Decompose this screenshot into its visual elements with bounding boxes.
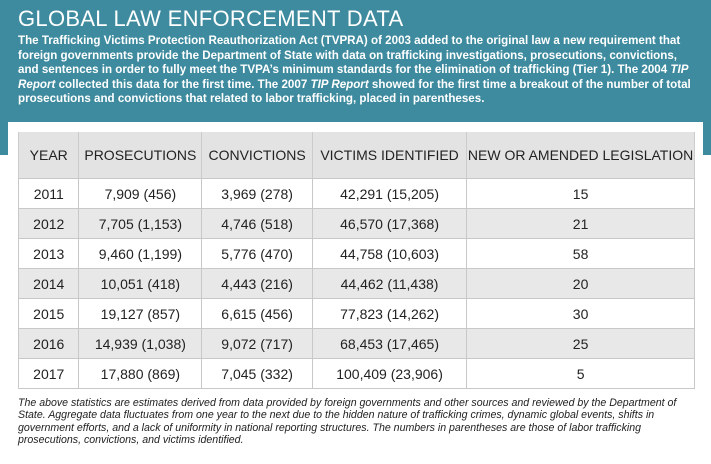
table-cell: 5,776 (470) (201, 238, 313, 269)
paragraph-text: collected this data for the first time. … (55, 77, 311, 91)
table-cell: 4,443 (216) (201, 268, 313, 299)
data-table: YEAR PROSECUTIONS CONVICTIONS VICTIMS IDENT… (17, 132, 695, 389)
column-header: YEAR (17, 132, 80, 179)
table-cell: 100,409 (23,906) (311, 358, 468, 389)
table-cell: 58 (466, 238, 695, 269)
table-cell: 44,758 (10,603) (311, 238, 468, 269)
table-cell: 42,291 (15,205) (311, 178, 468, 209)
table-row: 2013 9,460 (1,199) 5,776 (470) 44,758 (10,6… (17, 238, 695, 269)
table-cell: 2016 (17, 328, 80, 359)
italic-title: TIP Report (18, 63, 689, 91)
table-cell: 10,051 (418) (78, 268, 203, 299)
table-cell: 14,939 (1,038) (78, 328, 203, 359)
table-cell: 2017 (17, 358, 80, 389)
column-header: NEW OR AMENDED LEGISLATION (466, 132, 695, 179)
table-cell: 2015 (17, 298, 80, 329)
table-row: 2016 14,939 (1,038) 9,072 (717) 68,453 (17,… (17, 328, 695, 359)
table-cell: 9,072 (717) (201, 328, 313, 359)
table-cell: 44,462 (11,438) (311, 268, 468, 299)
table-cell: 21 (466, 208, 695, 239)
table-cell: 2012 (17, 208, 80, 239)
table-cell: 30 (466, 298, 695, 329)
table-row: 2015 19,127 (857) 6,615 (456) 77,823 (14,26… (17, 298, 695, 329)
table-cell: 15 (466, 178, 695, 209)
table-cell: 46,570 (17,368) (311, 208, 468, 239)
paragraph-text: showed for the first time a breakout of … (18, 77, 691, 106)
table-cell: 19,127 (857) (78, 298, 203, 329)
table-row: 2011 7,909 (456) 3,969 (278) 42,291 (15,205… (17, 178, 695, 209)
table-cell: 77,823 (14,262) (311, 298, 468, 329)
table-card: YEAR PROSECUTIONS CONVICTIONS VICTIMS IDENT… (8, 122, 703, 394)
table-row: 2012 7,705 (1,153) 4,746 (518) 46,570 (17,3… (17, 208, 695, 239)
table-cell: 4,746 (518) (201, 208, 313, 239)
table-cell: 2013 (17, 238, 80, 269)
intro-paragraph: The Trafficking Victims Protection Reaut… (18, 34, 698, 107)
table-cell: 7,909 (456) (78, 178, 203, 209)
table-cell: 17,880 (869) (78, 358, 203, 389)
column-header: CONVICTIONS (201, 132, 313, 179)
header-row: YEAR PROSECUTIONS CONVICTIONS VICTIMS IDENT… (17, 132, 695, 179)
table-row: 2014 10,051 (418) 4,443 (216) 44,462 (11,43… (17, 268, 695, 299)
table-cell: 3,969 (278) (201, 178, 313, 209)
table-cell: 6,615 (456) (201, 298, 313, 329)
column-header: PROSECUTIONS (78, 132, 203, 179)
table-cell: 68,453 (17,465) (311, 328, 468, 359)
table-cell: 2011 (17, 178, 80, 209)
table-cell: 2014 (17, 268, 80, 299)
table-cell: 7,705 (1,153) (78, 208, 203, 239)
footnote: The above statistics are estimates deriv… (18, 397, 677, 447)
table-cell: 5 (466, 358, 695, 389)
table-cell: 7,045 (332) (201, 358, 313, 389)
column-header: VICTIMS IDENTIFIED (311, 132, 468, 179)
table-cell: 9,460 (1,199) (78, 238, 203, 269)
table-cell: 20 (466, 268, 695, 299)
title: GLOBAL LAW ENFORCEMENT DATA (18, 6, 404, 31)
paragraph-text: The Trafficking Victims Protection Reaut… (18, 34, 681, 77)
table-row: 2017 17,880 (869) 7,045 (332) 100,409 (23,9… (17, 358, 695, 389)
table-cell: 25 (466, 328, 695, 359)
table-body: 2011 7,909 (456) 3,969 (278) 42,291 (15,205… (17, 178, 695, 389)
italic-title: TIP Report (310, 77, 369, 91)
